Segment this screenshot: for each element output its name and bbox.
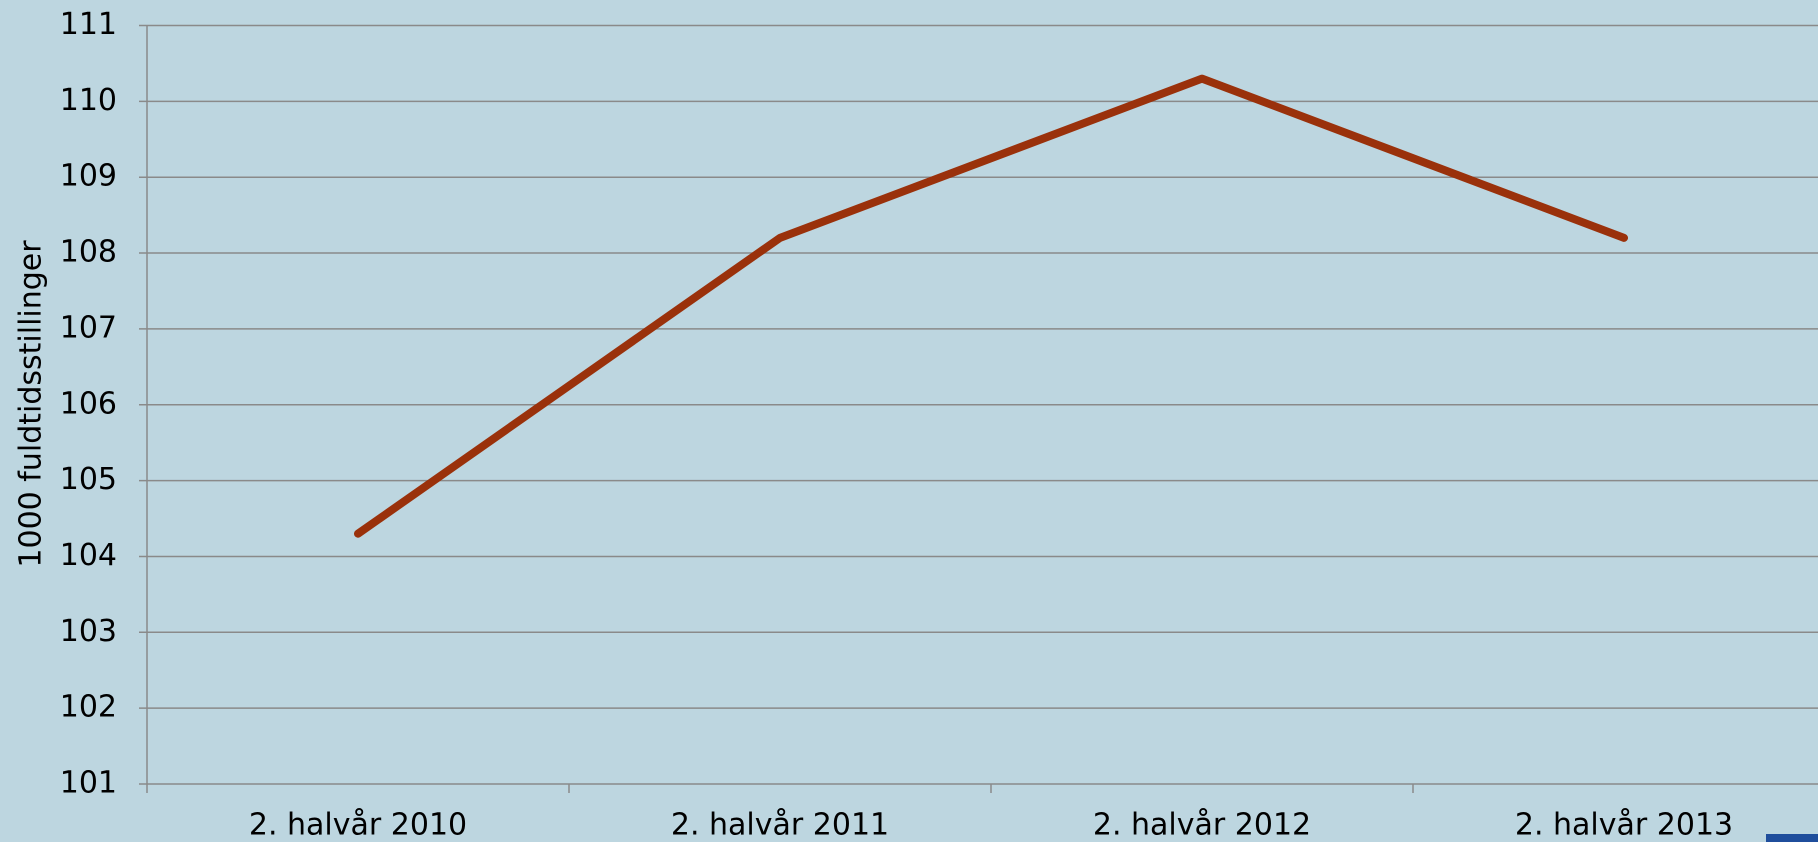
y-tick-label: 108 bbox=[60, 235, 117, 270]
x-tick-label: 2. halvår 2010 bbox=[249, 808, 467, 842]
y-tick-label: 109 bbox=[60, 159, 117, 194]
y-tick-label: 110 bbox=[60, 83, 117, 118]
x-tick-label: 2. halvår 2011 bbox=[671, 808, 889, 842]
y-tick-label: 105 bbox=[60, 462, 117, 497]
y-tick-label: 104 bbox=[60, 538, 117, 573]
y-tick-label: 107 bbox=[60, 310, 117, 345]
x-tick-label: 2. halvår 2012 bbox=[1093, 808, 1311, 842]
y-tick-label: 106 bbox=[60, 386, 117, 421]
data-line bbox=[354, 74, 1628, 538]
logo bbox=[1766, 834, 1818, 842]
y-tick-label: 102 bbox=[60, 690, 117, 725]
x-tick-label: 2. halvår 2013 bbox=[1515, 808, 1733, 842]
y-tick-label: 101 bbox=[60, 766, 117, 801]
y-tick-label: 111 bbox=[60, 7, 117, 42]
y-axis-label: 1000 fuldtidsstillinger bbox=[14, 240, 49, 568]
y-tick-label: 103 bbox=[60, 614, 117, 649]
